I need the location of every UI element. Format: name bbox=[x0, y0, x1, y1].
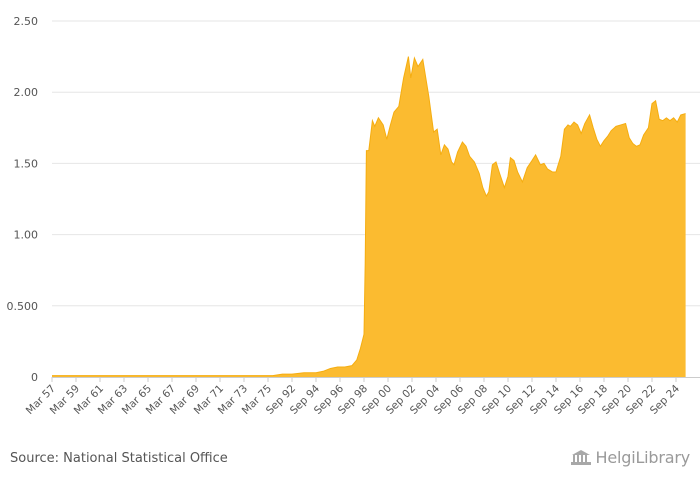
source-note: Source: National Statistical Office bbox=[10, 451, 228, 466]
y-tick-label: 0.500 bbox=[7, 300, 39, 313]
y-tick-label: 1.00 bbox=[14, 229, 39, 242]
y-tick-label: 1.50 bbox=[14, 157, 39, 170]
y-tick-label: 2.00 bbox=[14, 86, 39, 99]
helgilibrary-logo[interactable]: HelgiLibrary bbox=[570, 448, 690, 467]
series-area[interactable] bbox=[52, 56, 686, 377]
logo-text: HelgiLibrary bbox=[595, 448, 691, 467]
y-axis: 0 0.500 1.00 1.50 2.00 2.50 bbox=[7, 15, 39, 384]
y-tick-label: 0 bbox=[31, 371, 38, 384]
y-tick-label: 2.50 bbox=[14, 15, 39, 28]
library-building-icon bbox=[570, 449, 591, 465]
series-line bbox=[52, 56, 686, 377]
